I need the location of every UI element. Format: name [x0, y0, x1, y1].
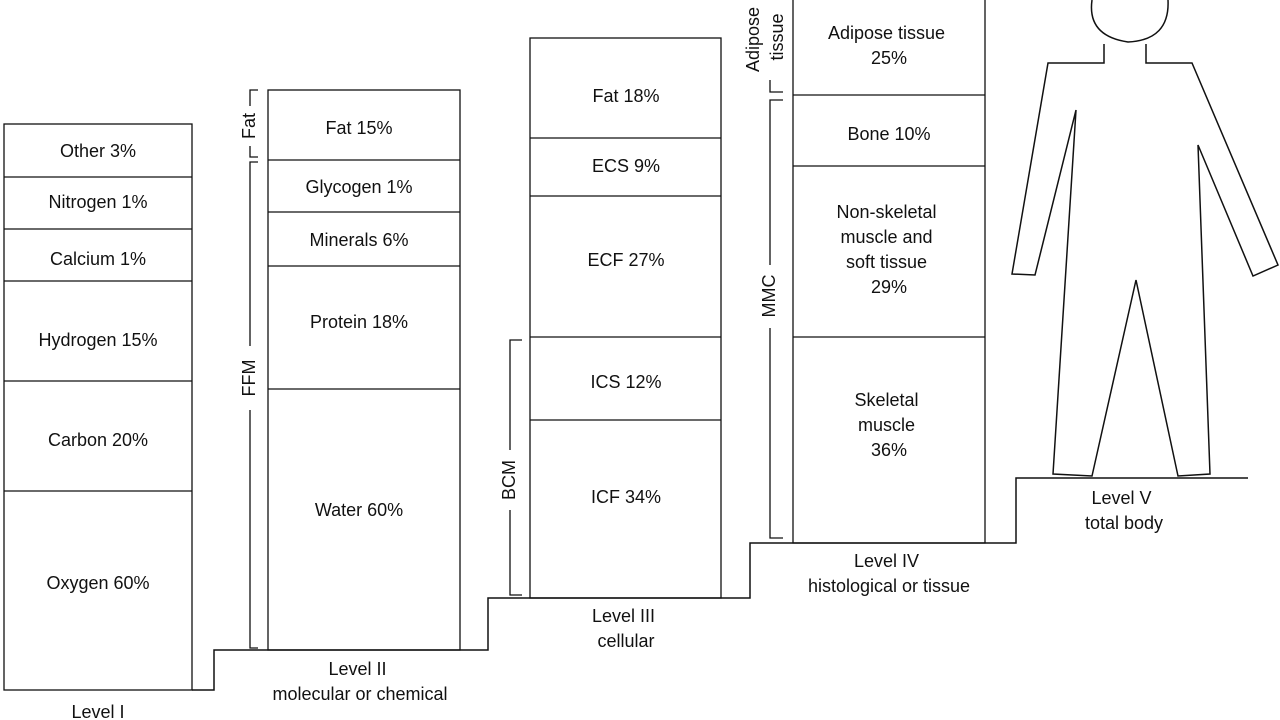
- segment-label-protein: Protein 18%: [310, 312, 408, 332]
- segment-label-glycogen: Glycogen 1%: [305, 177, 412, 197]
- bracket-fat: Fat: [239, 89, 259, 158]
- level-3-column-frame: [529, 37, 722, 599]
- bracket-mmc: MMC: [759, 99, 783, 539]
- segment-label-ics: ICS 12%: [590, 372, 661, 392]
- level-2-column: Fat 15% Glycogen 1% Minerals 6% Protein …: [239, 89, 461, 704]
- level-5-figure: Level V total body: [1011, 0, 1279, 533]
- segment-label-non-skeletal-muscle: Non-skeletal muscle and soft tissue 29%: [836, 202, 941, 297]
- segment-label-calcium: Calcium 1%: [50, 249, 146, 269]
- bracket-mmc-label: MMC: [759, 275, 779, 318]
- bracket-adipose-line: [769, 80, 783, 93]
- bracket-fat-label: Fat: [239, 113, 259, 139]
- level-4-column: Adipose tissue 25% Bone 10% Non-skeletal…: [743, 0, 986, 596]
- segment-label-oxygen: Oxygen 60%: [46, 573, 149, 593]
- level-1-caption: Level I: [71, 702, 124, 720]
- segment-label-hydrogen: Hydrogen 15%: [38, 330, 157, 350]
- segment-label-nitrogen: Nitrogen 1%: [48, 192, 147, 212]
- segment-label-ecs: ECS 9%: [592, 156, 660, 176]
- bracket-ffm: FFM: [239, 161, 259, 649]
- segment-label-carbon: Carbon 20%: [48, 430, 148, 450]
- bracket-bcm-line: [509, 339, 522, 596]
- bracket-bcm: BCM: [499, 339, 522, 596]
- bracket-ffm-label: FFM: [239, 360, 259, 397]
- segment-label-skeletal-muscle: Skeletal muscle 36%: [854, 390, 923, 460]
- level-1-column-frame: [3, 123, 193, 691]
- bracket-adipose-label: Adipose tissue: [743, 2, 787, 72]
- level-3-column: Fat 18% ECS 9% ECF 27% ICS 12% ICF 34% B…: [499, 37, 722, 651]
- segment-label-ecf: ECF 27%: [587, 250, 664, 270]
- level-1-column: Other 3% Nitrogen 1% Calcium 1% Hydrogen…: [3, 123, 193, 720]
- level-2-column-frame: [267, 89, 461, 651]
- bracket-ffm-line: [249, 161, 258, 649]
- bracket-mmc-line: [769, 99, 783, 539]
- segment-label-adipose-tissue: Adipose tissue 25%: [828, 23, 950, 68]
- level-2-caption: Level II molecular or chemical: [272, 659, 447, 704]
- segment-label-other: Other 3%: [60, 141, 136, 161]
- segment-label-bone: Bone 10%: [847, 124, 930, 144]
- level-3-caption: Level III cellular: [592, 606, 660, 651]
- segment-label-water: Water 60%: [315, 500, 403, 520]
- segment-label-fat: Fat 15%: [325, 118, 392, 138]
- segment-label-fat: Fat 18%: [592, 86, 659, 106]
- bracket-fat-line: [249, 89, 258, 158]
- level-4-caption: Level IV histological or tissue: [808, 551, 970, 596]
- bracket-bcm-label: BCM: [499, 460, 519, 500]
- segment-label-icf: ICF 34%: [591, 487, 661, 507]
- level-5-caption: Level V total body: [1085, 488, 1163, 533]
- human-figure-icon: [1011, 0, 1279, 477]
- segment-label-minerals: Minerals 6%: [309, 230, 408, 250]
- bracket-adipose-tissue: Adipose tissue: [743, 2, 787, 93]
- level-4-column-frame: [792, 0, 986, 544]
